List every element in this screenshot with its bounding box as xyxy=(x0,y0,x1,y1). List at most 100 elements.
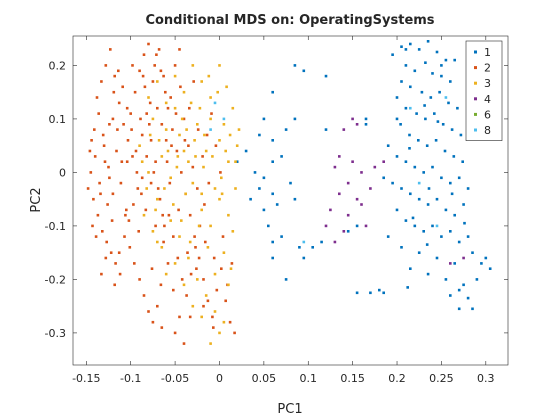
point-series-2 xyxy=(186,251,189,254)
chart-title: Conditional MDS on: OperatingSystems xyxy=(145,13,434,28)
y-axis-ticks: 0.2 0.1 0 -0.1 -0.2 -0.3 xyxy=(45,59,508,340)
point-series-3 xyxy=(218,64,221,67)
point-series-4 xyxy=(351,117,354,121)
point-series-1 xyxy=(378,288,381,292)
point-series-2 xyxy=(148,101,152,105)
point-series-2 xyxy=(89,171,93,174)
point-series-3 xyxy=(193,139,196,142)
point-series-1 xyxy=(413,165,417,169)
point-series-1 xyxy=(271,240,274,244)
point-series-1 xyxy=(404,160,408,163)
point-series-2 xyxy=(159,69,163,73)
point-series-3 xyxy=(218,139,221,142)
point-series-2 xyxy=(182,342,186,345)
point-series-1 xyxy=(429,96,433,99)
point-series-8 xyxy=(213,101,217,105)
point-series-1 xyxy=(436,120,440,123)
point-series-2 xyxy=(201,155,204,158)
point-series-8 xyxy=(409,106,412,110)
point-series-2 xyxy=(149,139,153,142)
point-series-1 xyxy=(411,216,415,220)
point-series-1 xyxy=(456,106,459,110)
point-series-3 xyxy=(211,155,214,158)
point-series-2 xyxy=(176,256,180,260)
point-series-3 xyxy=(184,192,187,196)
point-series-2 xyxy=(152,171,156,174)
point-series-1 xyxy=(423,104,426,107)
point-series-2 xyxy=(143,85,147,89)
point-series-2 xyxy=(86,187,90,190)
point-series-1 xyxy=(426,272,430,276)
point-series-3 xyxy=(188,240,192,244)
point-series-3 xyxy=(160,155,164,158)
point-series-1 xyxy=(275,203,279,206)
point-series-8 xyxy=(302,240,306,244)
point-series-3 xyxy=(229,267,233,270)
point-series-3 xyxy=(191,64,195,67)
point-series-1 xyxy=(386,235,390,238)
legend[interactable]: 1 2 3 4 6 8 xyxy=(465,40,503,141)
x-axis-ticks: -0.15 -0.1 -0.05 0 0.05 0.1 0.15 0.2 0.25 0.3 xyxy=(72,36,495,385)
point-series-2 xyxy=(178,315,181,319)
point-series-3 xyxy=(200,315,203,319)
point-series-3 xyxy=(140,160,144,163)
point-series-3 xyxy=(178,133,181,137)
y-tick-label: -0.1 xyxy=(45,220,66,233)
point-series-1 xyxy=(417,139,420,142)
point-series-1 xyxy=(471,251,474,254)
legend-marker-1 xyxy=(474,50,477,54)
point-series-2 xyxy=(108,176,111,180)
point-series-2 xyxy=(105,240,108,244)
point-series-1 xyxy=(463,221,466,225)
point-series-3 xyxy=(222,320,226,324)
point-series-3 xyxy=(209,224,212,228)
point-series-3 xyxy=(191,304,195,308)
legend-label-2: 2 xyxy=(484,62,491,75)
point-series-4 xyxy=(346,181,350,185)
point-series-1 xyxy=(298,246,301,249)
point-series-2 xyxy=(207,181,211,185)
point-series-2 xyxy=(188,213,192,217)
legend-marker-2 xyxy=(474,66,477,70)
point-series-2 xyxy=(168,181,172,185)
point-series-1 xyxy=(244,149,248,153)
point-series-1 xyxy=(453,213,456,217)
point-series-3 xyxy=(156,240,159,244)
point-series-2 xyxy=(170,144,173,147)
point-series-2 xyxy=(101,133,105,137)
point-series-2 xyxy=(160,326,164,329)
point-series-2 xyxy=(196,187,199,190)
point-series-2 xyxy=(182,117,186,121)
point-series-2 xyxy=(188,106,191,110)
point-series-2 xyxy=(156,304,159,308)
x-tick-label: -0.15 xyxy=(72,372,100,385)
point-series-3 xyxy=(154,208,157,212)
legend-box xyxy=(465,40,503,141)
point-series-2 xyxy=(124,213,127,217)
point-series-8 xyxy=(222,117,226,121)
point-series-3 xyxy=(231,106,235,110)
point-series-2 xyxy=(108,123,111,126)
point-series-2 xyxy=(118,272,122,276)
point-series-2 xyxy=(93,155,97,158)
point-series-4 xyxy=(462,256,465,260)
point-series-1 xyxy=(391,181,394,185)
point-series-2 xyxy=(102,144,106,147)
point-series-1 xyxy=(413,69,417,73)
point-series-3 xyxy=(204,294,208,297)
point-series-3 xyxy=(151,230,155,233)
point-series-1 xyxy=(284,278,288,281)
point-series-2 xyxy=(120,160,124,163)
point-series-3 xyxy=(147,171,150,174)
point-series-3 xyxy=(204,149,208,153)
point-series-2 xyxy=(111,192,115,196)
point-series-2 xyxy=(98,181,101,185)
point-series-1 xyxy=(369,291,372,295)
point-series-1 xyxy=(346,230,350,233)
legend-marker-3 xyxy=(474,81,477,85)
x-tick-label: 0.3 xyxy=(477,372,495,385)
point-series-1 xyxy=(433,112,436,115)
point-series-2 xyxy=(196,128,200,131)
point-series-2 xyxy=(140,176,144,180)
point-series-1 xyxy=(462,283,465,287)
